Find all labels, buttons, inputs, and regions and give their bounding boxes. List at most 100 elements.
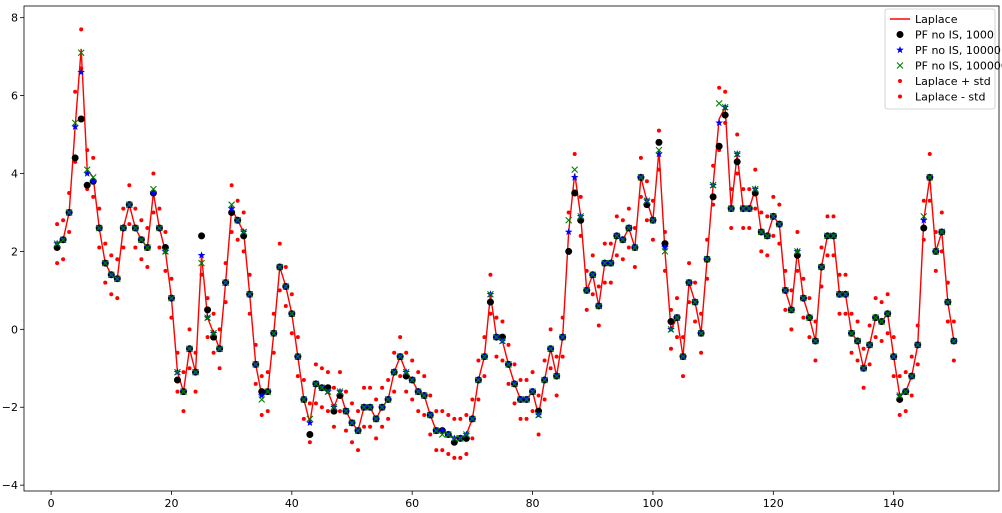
legend-label: Laplace (915, 13, 958, 26)
data-point (577, 212, 585, 220)
data-point (79, 27, 84, 32)
data-point (360, 403, 368, 411)
data-point (818, 263, 825, 271)
data-point (667, 318, 675, 326)
data-point (681, 374, 686, 379)
data-point (517, 396, 524, 403)
data-point (247, 272, 252, 277)
data-point (524, 377, 529, 382)
data-point (548, 327, 553, 332)
data-point (554, 393, 559, 398)
data-point (125, 201, 133, 209)
data-point (133, 206, 138, 211)
data-point (77, 115, 85, 123)
data-point (313, 401, 318, 406)
data-point (741, 226, 746, 231)
data-point (157, 245, 162, 250)
data-point (127, 183, 132, 188)
data-point (685, 279, 693, 286)
data-point (486, 298, 494, 306)
data-point (318, 384, 326, 392)
data-point (67, 229, 72, 234)
data-point (500, 319, 505, 324)
data-point (524, 416, 529, 421)
data-point (512, 362, 517, 367)
data-point (89, 177, 98, 185)
data-point (398, 335, 403, 340)
data-point (566, 210, 571, 215)
data-point (306, 431, 314, 439)
data-point (777, 202, 782, 207)
legend-box (884, 8, 996, 110)
series-pf-no-is-100000 (53, 49, 958, 442)
data-point (103, 280, 108, 285)
data-point (204, 314, 211, 322)
data-point (715, 118, 723, 127)
data-point (951, 358, 956, 363)
data-point (336, 388, 344, 396)
data-point (350, 401, 355, 406)
data-point (390, 368, 398, 376)
legend-swatch (898, 94, 902, 99)
data-point (217, 366, 222, 371)
data-point (295, 335, 300, 340)
data-point (759, 249, 764, 254)
data-point (173, 376, 181, 384)
data-point (440, 409, 445, 414)
data-point (73, 89, 78, 94)
legend-swatch (896, 62, 904, 69)
data-point (825, 253, 830, 258)
data-point (644, 218, 649, 223)
data-point (920, 212, 928, 220)
data-point (530, 409, 535, 414)
data-point (721, 103, 729, 111)
data-point (529, 388, 536, 396)
data-point (372, 415, 380, 423)
data-point (584, 307, 589, 312)
data-point (897, 413, 902, 418)
data-point (229, 183, 234, 188)
data-point (350, 440, 355, 445)
data-point (547, 345, 555, 353)
data-point (518, 377, 523, 382)
data-point (127, 222, 132, 227)
data-point (608, 241, 613, 246)
data-point (253, 381, 258, 386)
x-tick-label: 20 (164, 497, 178, 510)
data-point (789, 288, 794, 293)
x-tick-label: 120 (763, 497, 784, 510)
data-point (330, 403, 338, 411)
data-point (137, 236, 145, 244)
data-point (301, 416, 306, 421)
data-point (596, 323, 601, 328)
data-point (458, 416, 463, 421)
data-point (891, 335, 896, 340)
data-point (204, 306, 212, 314)
data-point (553, 372, 561, 380)
data-point (806, 314, 813, 322)
data-point (337, 370, 342, 375)
data-point (872, 314, 880, 322)
data-point (228, 201, 236, 209)
data-point (757, 228, 765, 236)
data-point (240, 228, 248, 236)
data-point (452, 416, 457, 421)
data-point (325, 370, 330, 375)
data-point (523, 396, 530, 403)
data-point (903, 409, 908, 414)
data-point (649, 216, 657, 224)
plot-frame (23, 5, 1000, 492)
x-tick-label: 40 (285, 497, 299, 510)
data-point (343, 389, 348, 394)
data-point (265, 370, 270, 375)
data-point (739, 205, 747, 212)
data-point (163, 268, 168, 273)
legend-entry: PF no IS, 1000 (896, 29, 994, 42)
data-point (362, 424, 367, 429)
data-point (506, 342, 511, 347)
data-point (926, 174, 934, 181)
data-point (715, 100, 723, 107)
data-point (438, 431, 446, 438)
data-point (402, 368, 410, 376)
